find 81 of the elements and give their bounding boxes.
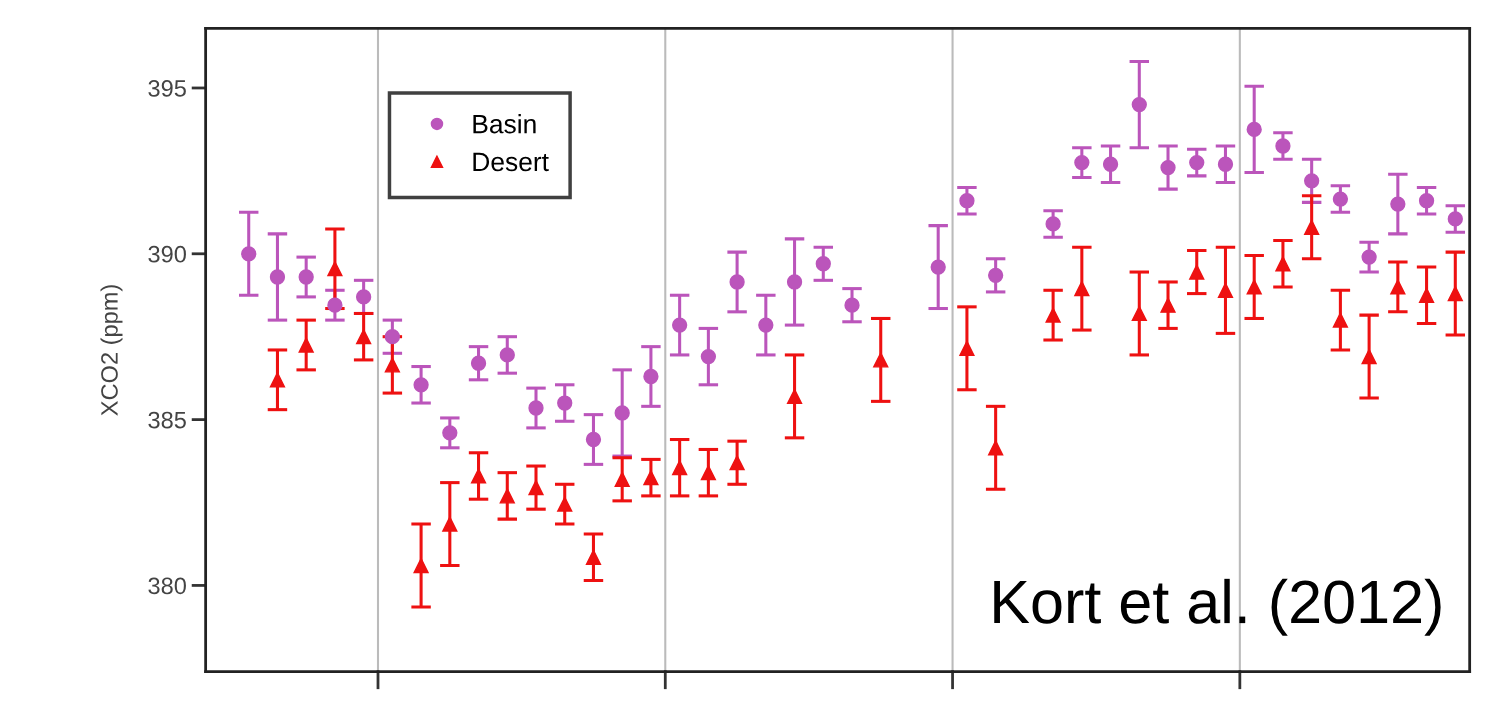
point [413,557,429,574]
point [614,405,630,421]
point [557,395,573,411]
point [528,479,544,496]
point [355,289,372,305]
point [1102,156,1119,172]
point [1361,348,1377,365]
point [1246,279,1262,295]
legend-label: Basin [473,114,536,134]
y-tick-label: 395 [148,80,186,97]
y-tick-label: 390 [148,245,186,263]
point [1361,249,1377,265]
point [298,269,314,285]
point [786,274,803,290]
point [1045,307,1061,323]
point [1045,216,1061,232]
y-tick-label: 380 [148,577,186,595]
point [988,440,1004,456]
point [1189,154,1205,171]
point [269,269,286,285]
point [614,471,630,487]
point [729,274,745,290]
point [1304,173,1320,189]
point [1160,159,1176,176]
point [442,516,458,532]
point [327,261,343,277]
y-tick-label: 385 [148,411,186,429]
point [241,246,257,262]
point [1304,219,1320,235]
point [1447,285,1463,302]
point [1332,191,1349,207]
point [355,329,372,345]
point [672,317,688,333]
point [298,337,314,353]
point [729,455,745,471]
point [1160,297,1176,313]
point [1074,154,1090,171]
point [470,355,487,371]
y-axis-title: XCO2 (ppm) [100,285,123,416]
point [499,347,515,363]
point [700,348,717,365]
point [672,460,688,476]
point [384,357,401,373]
point [528,400,544,416]
point [643,470,659,486]
point [1131,305,1147,322]
point [1246,121,1262,138]
point [844,297,860,313]
point [1131,96,1147,113]
point [786,388,803,405]
point [1447,211,1463,227]
point [1390,279,1406,295]
point [700,465,717,481]
point [873,352,889,368]
point [1074,280,1090,297]
point [1217,156,1234,172]
point [1418,287,1435,303]
annotation: Kort et al. (2012) [994,578,1441,636]
point [470,468,487,484]
point [585,431,602,448]
point [1418,193,1435,209]
point [988,267,1004,283]
point [499,488,515,504]
point [815,256,831,272]
point [758,317,774,333]
point [557,496,573,512]
point [384,329,401,345]
point [269,372,286,388]
point [1189,264,1205,280]
point [1332,312,1349,328]
point [959,193,975,209]
point [930,259,946,275]
point [327,297,343,313]
point [1275,138,1291,154]
legend-label: Desert [473,152,549,172]
point [643,368,659,385]
point [442,425,458,441]
point [959,340,975,356]
point [413,377,429,393]
point [1390,196,1406,212]
point [1275,256,1291,272]
